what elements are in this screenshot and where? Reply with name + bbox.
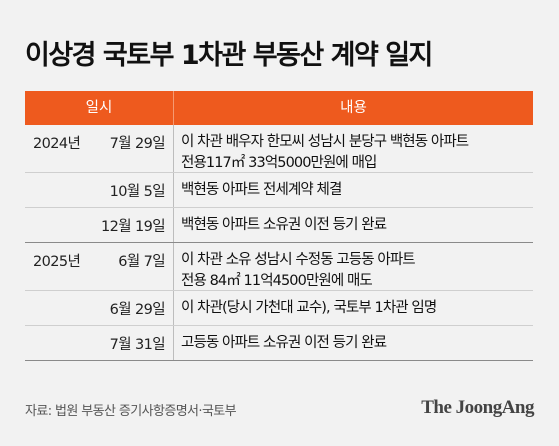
- content-line: 전용117㎡ 33억5000만원에 매입: [181, 155, 377, 171]
- header-date: 일시: [25, 91, 174, 125]
- content-line: 이 차관(당시 가천대 교수), 국토부 1차관 임명: [181, 300, 437, 316]
- date-cell: 7월 31일: [25, 326, 174, 360]
- table-row: 6월 29일 이 차관(당시 가천대 교수), 국토부 1차관 임명: [25, 291, 533, 326]
- content-line: 고등동 아파트 소유권 이전 등기 완료: [181, 335, 387, 351]
- date-cell: 2024년 7월 29일: [25, 125, 174, 172]
- date-cell: 2025년 6월 7일: [25, 243, 174, 290]
- contract-log-table: 일시 내용 2024년 7월 29일 이 차관 배우자 한모씨 성남시 분당구 …: [25, 91, 533, 361]
- content-cell: 고등동 아파트 소유권 이전 등기 완료: [174, 326, 533, 360]
- table-header: 일시 내용: [25, 91, 533, 125]
- table-row: 12월 19일 백현동 아파트 소유권 이전 등기 완료: [25, 208, 533, 243]
- date-label: 7월 31일: [109, 337, 166, 353]
- chart-title: 이상경 국토부 1차관 부동산 계약 일지: [25, 40, 433, 71]
- content-cell: 이 차관 소유 성남시 수정동 고등동 아파트 전용 84㎡ 11억4500만원…: [174, 243, 533, 290]
- table-row: 10월 5일 백현동 아파트 전세계약 체결: [25, 173, 533, 208]
- content-line: 전용 84㎡ 11억4500만원에 매도: [181, 273, 373, 289]
- content-cell: 이 차관 배우자 한모씨 성남시 분당구 백현동 아파트 전용117㎡ 33억5…: [174, 125, 533, 172]
- table-row: 7월 31일 고등동 아파트 소유권 이전 등기 완료: [25, 326, 533, 361]
- content-line: 이 차관 배우자 한모씨 성남시 분당구 백현동 아파트: [181, 134, 469, 150]
- table-row: 2024년 7월 29일 이 차관 배우자 한모씨 성남시 분당구 백현동 아파…: [25, 125, 533, 173]
- date-label: 10월 5일: [109, 184, 166, 200]
- source-note: 자료: 법원 부동산 증기사항증명서·국토부: [25, 404, 237, 419]
- date-cell: 10월 5일: [25, 173, 174, 207]
- date-label: 6월 7일: [118, 254, 165, 270]
- content-line: 백현동 아파트 전세계약 체결: [181, 182, 342, 198]
- date-cell: 6월 29일: [25, 291, 174, 325]
- content-cell: 백현동 아파트 소유권 이전 등기 완료: [174, 208, 533, 242]
- content-line: 이 차관 소유 성남시 수정동 고등동 아파트: [181, 252, 416, 268]
- table-row: 2025년 6월 7일 이 차관 소유 성남시 수정동 고등동 아파트 전용 8…: [25, 243, 533, 291]
- publisher-logo: The JoongAng: [421, 397, 534, 418]
- header-content: 내용: [340, 100, 367, 116]
- year-label: 2025년: [33, 254, 81, 270]
- date-label: 6월 29일: [109, 302, 166, 318]
- date-label: 12월 19일: [101, 219, 166, 235]
- content-cell: 이 차관(당시 가천대 교수), 국토부 1차관 임명: [174, 291, 533, 325]
- content-cell: 백현동 아파트 전세계약 체결: [174, 173, 533, 207]
- year-label: 2024년: [33, 136, 81, 152]
- date-cell: 12월 19일: [25, 208, 174, 242]
- content-line: 백현동 아파트 소유권 이전 등기 완료: [181, 217, 387, 233]
- date-label: 7월 29일: [109, 136, 166, 152]
